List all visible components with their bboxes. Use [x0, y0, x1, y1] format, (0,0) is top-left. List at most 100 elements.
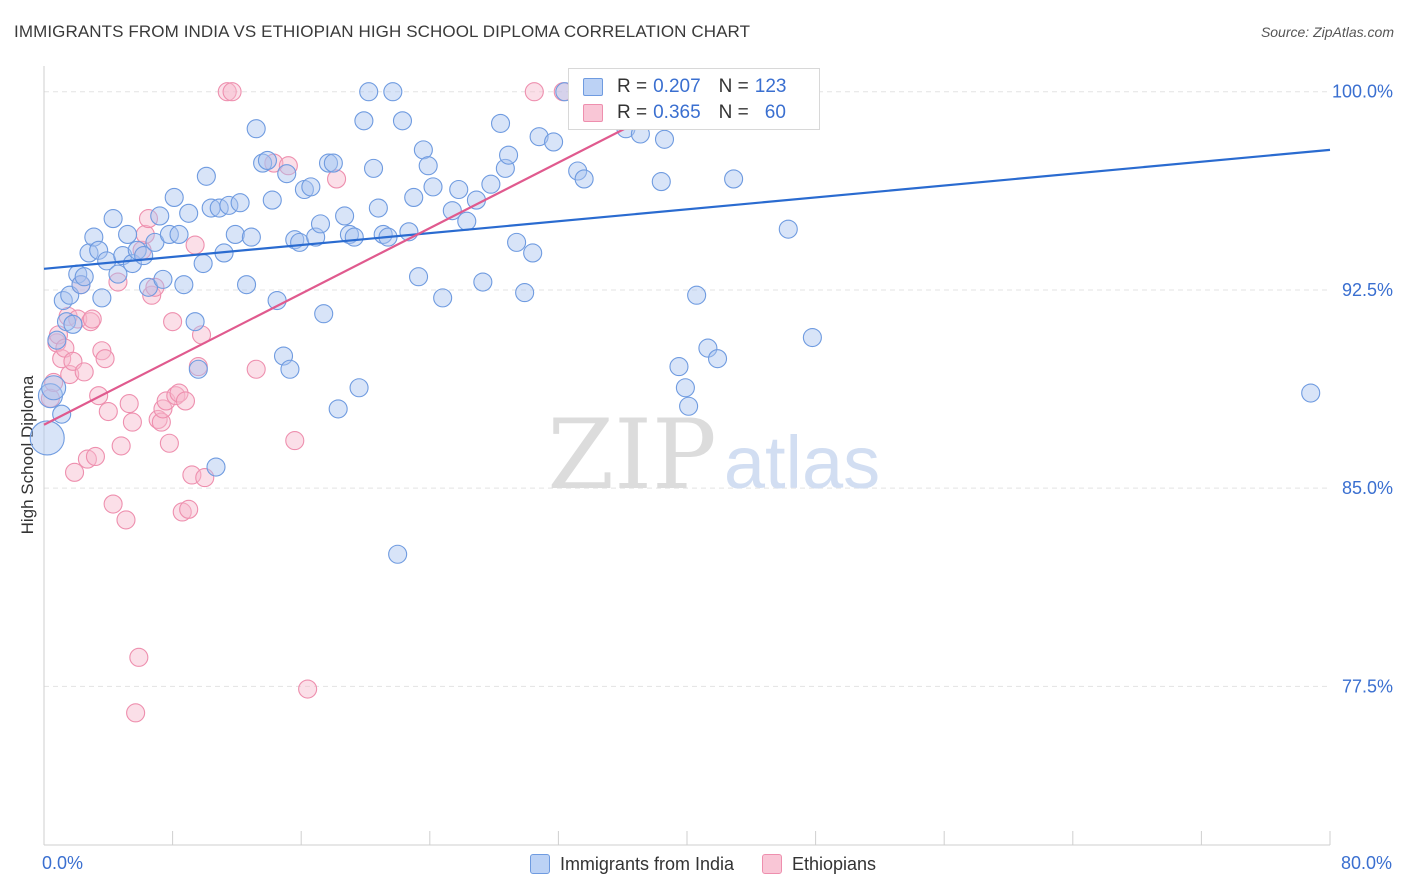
india-point [164, 187, 184, 207]
ethiopians-point [103, 494, 123, 514]
india-point [354, 111, 374, 131]
india-point [174, 275, 194, 295]
ethiopians-points [40, 82, 573, 723]
stats-legend: R = 0.207 N = 123 R = 0.365 N = 60 [568, 68, 820, 130]
ethiopians-point [129, 647, 149, 667]
y-tick-labels: 77.5% 85.0% 92.5% 100.0% [1332, 82, 1393, 697]
india-point [408, 267, 429, 287]
india-point [507, 232, 527, 252]
n-label: N = [718, 102, 749, 123]
india-point [153, 269, 173, 289]
india-n-value: 123 [754, 76, 787, 97]
india-point [103, 209, 123, 229]
ethiopians-point [327, 169, 347, 189]
india-legend-swatch [529, 854, 550, 874]
india-point [246, 119, 266, 139]
ethiopians-point [175, 391, 196, 411]
ethiopians-point [82, 309, 102, 329]
n-label: N = [718, 76, 749, 97]
series-legend: Immigrants from India Ethiopians [0, 852, 1406, 876]
india-point [277, 164, 297, 184]
ethiopians-point [285, 431, 305, 451]
india-point [301, 177, 321, 197]
india-legend-label: Immigrants from India [559, 853, 734, 874]
india-point [388, 544, 408, 564]
ethiopians-point [74, 362, 94, 382]
ethiopians-point [159, 433, 179, 453]
india-point [328, 399, 348, 419]
india-point [724, 169, 744, 189]
ethiopians-swatch [583, 104, 603, 122]
ethiopians-n-value: 60 [764, 102, 786, 123]
india-point [368, 198, 388, 218]
india-point [707, 349, 728, 369]
india-point [349, 378, 369, 398]
ethiopians-point [217, 82, 237, 102]
india-point [675, 378, 695, 398]
ethiopians-point [126, 703, 146, 723]
india-point [418, 156, 438, 176]
ethiopians-r-value: 0.365 [653, 102, 701, 123]
india-point [687, 285, 707, 305]
india-point [118, 224, 138, 244]
india-point [63, 314, 83, 334]
watermark: ZIP atlas [547, 399, 880, 511]
india-point [138, 277, 159, 297]
india-point [359, 82, 379, 102]
india-point [490, 113, 511, 133]
india-point [159, 224, 179, 244]
india-point [145, 232, 165, 252]
india-point [150, 206, 170, 226]
ethiopians-point [111, 436, 131, 456]
ethiopians-point [138, 209, 159, 229]
india-swatch [583, 78, 603, 96]
india-point [318, 153, 339, 173]
india-points [29, 82, 1321, 564]
india-point [574, 169, 594, 189]
india-point [53, 290, 73, 311]
legend-item-india[interactable]: Immigrants from India [529, 853, 734, 875]
axes [43, 66, 1331, 846]
ethiopians-point [85, 446, 105, 467]
india-point [193, 253, 213, 274]
ethiopians-legend-label: Ethiopians [792, 853, 877, 874]
india-point [179, 203, 199, 223]
india-point [230, 193, 250, 213]
india-point [344, 227, 364, 247]
india-point [457, 211, 477, 231]
india-point [651, 172, 671, 192]
watermark-zip: ZIP [547, 399, 716, 511]
india-point [335, 206, 355, 226]
legend-item-ethiopians[interactable]: Ethiopians [762, 854, 876, 875]
ethiopians-point [64, 462, 85, 482]
india-point [669, 357, 689, 377]
india-r-value: 0.207 [653, 76, 701, 97]
india-point [52, 404, 72, 424]
y-tick-label: 77.5% [1342, 676, 1393, 696]
india-point [280, 359, 300, 379]
india-point [196, 166, 216, 186]
ethiopians-point [185, 235, 205, 255]
ethiopians-point [108, 272, 128, 292]
stats-row-ethiopians: R = 0.365 N = 60 [583, 101, 786, 125]
india-point [515, 283, 535, 303]
r-label: R = [617, 76, 648, 97]
x-tick-min: 0.0% [42, 853, 84, 873]
india-point [314, 304, 334, 324]
india-point [185, 312, 205, 332]
ethiopians-point [524, 82, 544, 102]
india-point [262, 190, 282, 210]
india-point [241, 227, 261, 247]
india-point [383, 82, 403, 102]
india-point [1301, 383, 1321, 403]
india-point [499, 145, 519, 165]
ethiopians-point [278, 156, 298, 176]
india-point [225, 224, 245, 244]
ethiopians-point [169, 383, 189, 403]
india-point [481, 174, 501, 194]
india-point [404, 187, 424, 207]
x-tick-max: 80.0% [1340, 853, 1392, 873]
india-point [529, 127, 549, 147]
india-point [169, 224, 189, 244]
india-point [423, 177, 443, 197]
